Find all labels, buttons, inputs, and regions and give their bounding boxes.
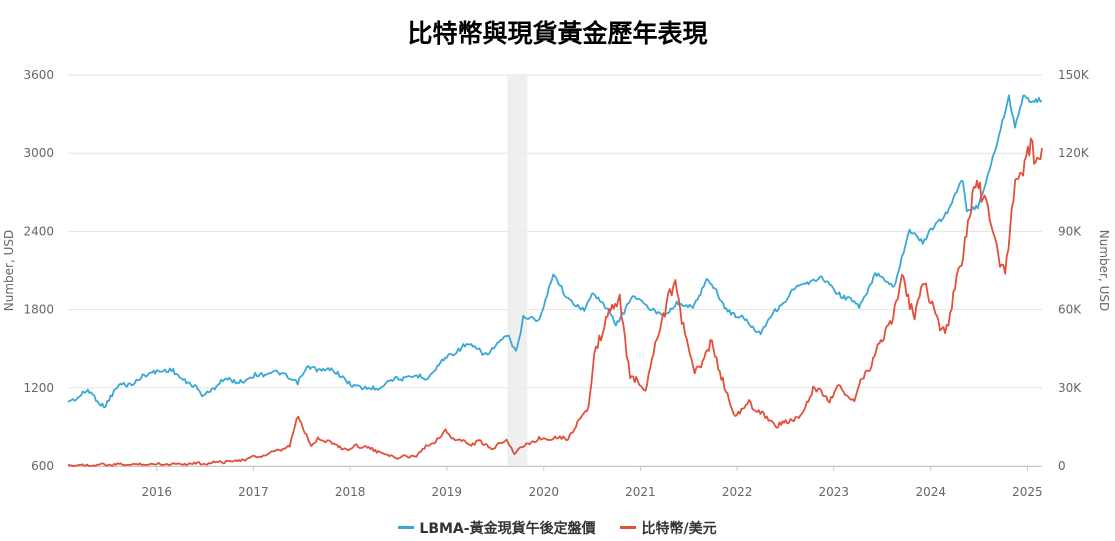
- y-left-axis-title: Number, USD: [2, 230, 16, 311]
- x-tick-label: 2020: [528, 485, 559, 499]
- y-right-tick-label: 30K: [1058, 381, 1082, 395]
- chart-title: 比特幣與現貨黃金歷年表現: [407, 19, 708, 48]
- x-tick-label: 2019: [432, 485, 463, 499]
- y-right-axis-title: Number, USD: [1097, 230, 1111, 311]
- y-right-tick-label: 90K: [1058, 224, 1082, 238]
- legend-swatch-gold: [398, 525, 415, 529]
- axes: [68, 466, 1042, 471]
- x-tick-label: 2016: [141, 485, 172, 499]
- y-left-tick-label: 1200: [23, 381, 54, 395]
- y-right-tick-label: 120K: [1058, 146, 1090, 160]
- legend-item-gold[interactable]: LBMA-黃金現貨午後定盤價: [398, 518, 596, 538]
- shaded-band: [507, 75, 528, 466]
- bitcoin-price-line: [67, 137, 1043, 467]
- legend-swatch-bitcoin: [620, 525, 637, 529]
- y-right-tick-label: 60K: [1058, 303, 1082, 317]
- x-tick-label: 2022: [722, 485, 753, 499]
- x-tick-label: 2018: [335, 485, 366, 499]
- shaded-band-layer: [507, 75, 528, 466]
- y-left-tick-label: 600: [31, 459, 54, 473]
- x-tick-label: 2021: [625, 485, 656, 499]
- gold-price-line: [67, 94, 1043, 409]
- legend: LBMA-黃金現貨午後定盤價 比特幣/美元: [0, 518, 1115, 538]
- tick-labels: 600 0 1200 30K 1800 60K 2400 90K 3000 120K 3600 150…: [2, 68, 1111, 499]
- x-tick-label: 2025: [1012, 485, 1043, 499]
- y-right-tick-label: 0: [1058, 459, 1066, 473]
- x-tick-label: 2023: [819, 485, 850, 499]
- y-left-tick-label: 3000: [23, 146, 54, 160]
- legend-label-gold: LBMA-黃金現貨午後定盤價: [419, 521, 596, 537]
- legend-label-bitcoin: 比特幣/美元: [641, 521, 717, 537]
- y-left-tick-label: 1800: [23, 303, 54, 317]
- grid-lines: [68, 74, 1042, 467]
- y-left-tick-label: 2400: [23, 224, 54, 238]
- y-right-tick-label: 150K: [1058, 68, 1090, 82]
- x-tick-label: 2024: [915, 485, 946, 499]
- x-tick-label: 2017: [238, 485, 269, 499]
- legend-item-bitcoin[interactable]: 比特幣/美元: [620, 518, 717, 538]
- y-left-tick-label: 3600: [23, 68, 54, 82]
- series-layer: [67, 94, 1043, 467]
